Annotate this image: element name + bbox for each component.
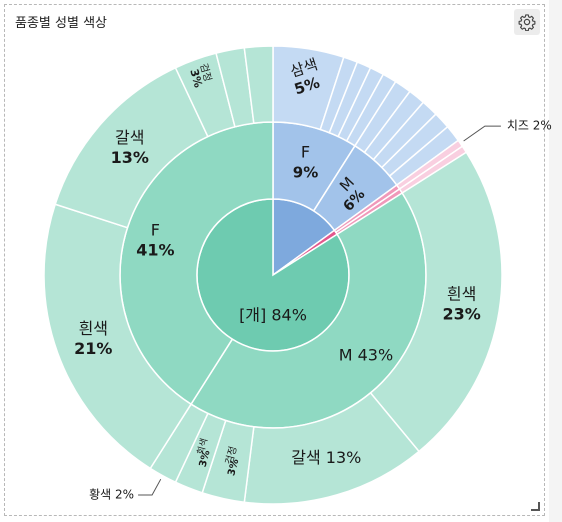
color-label-m-white-value: 23% — [443, 304, 481, 323]
sex-label-m: M 43% — [339, 345, 393, 364]
sex-label-other-f-value: 9% — [293, 164, 318, 182]
root-label: [개] 84% — [239, 306, 307, 325]
color-label-m-white-name: 흰색 — [447, 284, 476, 303]
leader-line-cheese — [464, 126, 501, 141]
color-label-f-brown-name: 갈색 — [115, 128, 144, 147]
sex-label-f-value: 41% — [136, 240, 174, 259]
leader-line-m-yellow — [138, 479, 161, 495]
sex-label-f-name: F — [151, 220, 160, 239]
color-label-f-white-value: 21% — [74, 339, 112, 358]
color-label-f-white-name: 흰색 — [79, 319, 108, 338]
color-label-m-yellow: 황색 2% — [89, 487, 134, 501]
color-label-f-brown-value: 13% — [111, 148, 149, 167]
color-label-m-brown: 갈색 13% — [291, 448, 361, 467]
color-label-cheese: 치즈 2% — [507, 119, 552, 133]
sex-label-other-f-name: F — [301, 143, 310, 162]
